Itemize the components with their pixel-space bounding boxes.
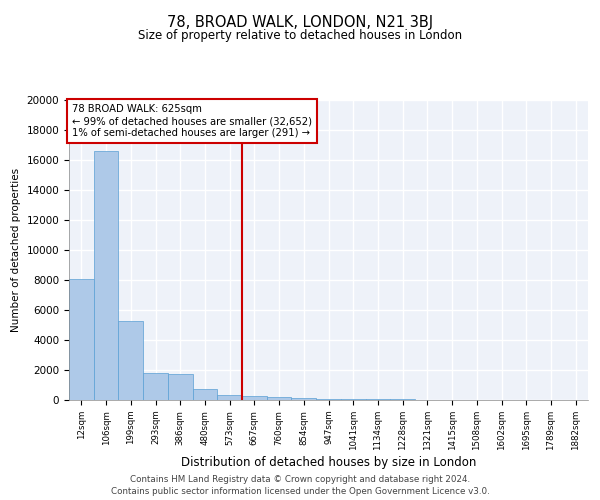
Bar <box>217 395 242 400</box>
Text: Contains HM Land Registry data © Crown copyright and database right 2024.: Contains HM Land Registry data © Crown c… <box>130 476 470 484</box>
Bar <box>118 320 143 400</box>
Bar <box>316 398 341 400</box>
X-axis label: Distribution of detached houses by size in London: Distribution of detached houses by size … <box>181 456 476 468</box>
Bar <box>292 398 316 400</box>
Text: Contains public sector information licensed under the Open Government Licence v3: Contains public sector information licen… <box>110 486 490 496</box>
Bar <box>365 399 390 400</box>
Bar <box>193 389 217 400</box>
Text: Size of property relative to detached houses in London: Size of property relative to detached ho… <box>138 28 462 42</box>
Bar <box>168 374 193 400</box>
Text: 78 BROAD WALK: 625sqm
← 99% of detached houses are smaller (32,652)
1% of semi-d: 78 BROAD WALK: 625sqm ← 99% of detached … <box>71 104 311 138</box>
Text: 78, BROAD WALK, LONDON, N21 3BJ: 78, BROAD WALK, LONDON, N21 3BJ <box>167 15 433 30</box>
Bar <box>94 151 118 400</box>
Bar <box>143 373 168 400</box>
Bar <box>267 397 292 400</box>
Bar <box>242 396 267 400</box>
Bar <box>341 399 365 400</box>
Y-axis label: Number of detached properties: Number of detached properties <box>11 168 21 332</box>
Bar <box>69 278 94 400</box>
